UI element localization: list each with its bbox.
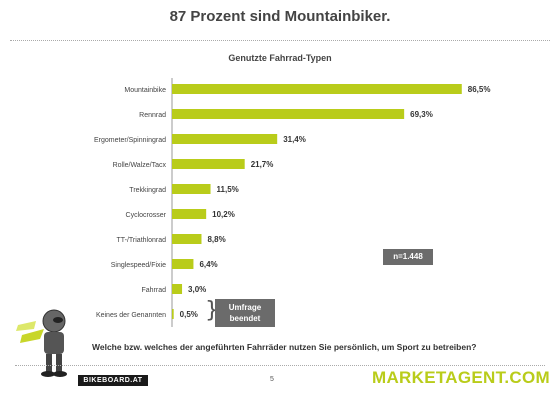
bar [172, 309, 174, 319]
page-number: 5 [270, 376, 274, 383]
category-label: Trekkingrad [129, 187, 166, 194]
category-label: Fahrrad [141, 287, 166, 294]
footer-divider [15, 365, 545, 366]
bar [172, 84, 462, 94]
slide-title: 87 Prozent sind Mountainbiker. [169, 8, 391, 25]
value-label: 21,7% [251, 160, 274, 169]
cyclist-mascot-icon [16, 309, 67, 377]
bar [172, 209, 207, 219]
category-label: Ergometer/Spinningrad [94, 137, 166, 144]
value-label: 31,4% [283, 135, 306, 144]
category-label: Rolle/Walze/Tacx [113, 162, 167, 169]
sample-size-badge: n=1.448 [383, 249, 433, 265]
category-label: Singlespeed/Fixie [111, 262, 166, 269]
value-label: 0,5% [180, 310, 198, 319]
category-label: TT-/Triathlonrad [116, 237, 166, 244]
marketagent-logo: MARKETAGENT.COM [372, 368, 550, 387]
bar [172, 284, 183, 294]
bikeboard-logo: BIKEBOARD.AT [78, 375, 148, 386]
value-label: 69,3% [410, 110, 433, 119]
value-label: 86,5% [468, 85, 491, 94]
bar [172, 184, 211, 194]
survey-question: Welche bzw. welches der angeführten Fahr… [92, 342, 477, 352]
chart-title: Genutzte Fahrrad-Typen [228, 53, 332, 63]
category-label: Rennrad [139, 112, 166, 119]
bar [172, 259, 194, 269]
value-label: 8,8% [207, 235, 225, 244]
value-label: 11,5% [217, 185, 239, 194]
bar [172, 159, 245, 169]
value-label: 6,4% [199, 260, 217, 269]
bar [172, 134, 278, 144]
title-divider [10, 40, 550, 41]
category-label: Mountainbike [124, 87, 166, 94]
survey-ended-badge: Umfrage beendet [215, 299, 275, 327]
value-label: 10,2% [212, 210, 235, 219]
bar [172, 234, 202, 244]
bar [172, 109, 405, 119]
category-label: Keines der Genannten [96, 312, 166, 319]
value-label: 3,0% [188, 285, 206, 294]
category-label: Cyclocrosser [126, 212, 167, 219]
